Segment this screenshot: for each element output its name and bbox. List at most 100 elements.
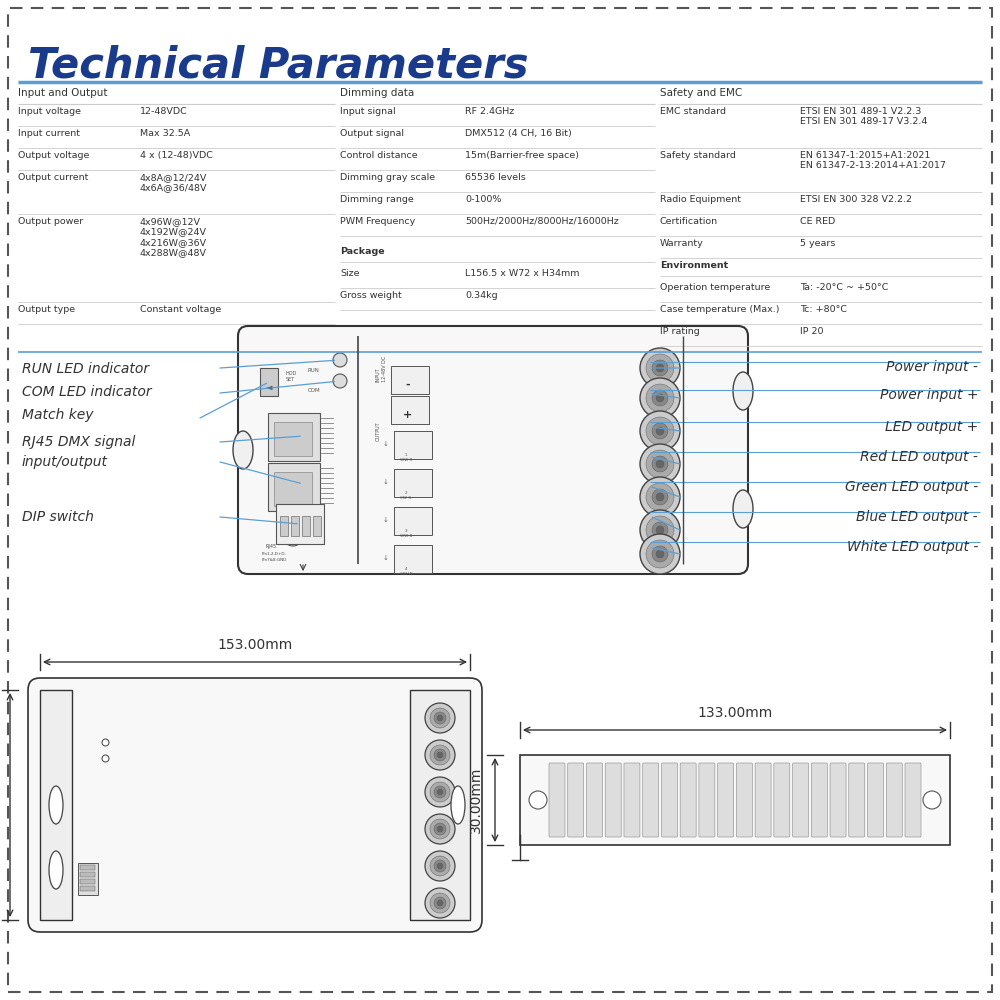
FancyBboxPatch shape [586,763,602,837]
Text: LED output +: LED output + [885,420,978,434]
Bar [260,368,278,396]
FancyBboxPatch shape [755,763,771,837]
Text: Size: Size [340,269,360,278]
Bar [40,690,72,920]
Text: 12-48VDC: 12-48VDC [140,107,188,116]
Text: Dimming data: Dimming data [340,88,414,98]
FancyBboxPatch shape [849,763,865,837]
Circle shape [652,456,668,472]
Text: Input current: Input current [18,129,80,138]
Text: 4 x (12-48)VDC: 4 x (12-48)VDC [140,151,213,160]
Circle shape [437,789,443,795]
Bar [520,755,950,845]
Circle shape [437,752,443,758]
Circle shape [430,708,450,728]
Bar [394,431,432,459]
Circle shape [640,510,680,550]
Ellipse shape [49,851,63,889]
Text: OUTPUT: OUTPUT [376,421,381,441]
Circle shape [434,860,446,872]
Bar [80,865,95,870]
Text: IP 20: IP 20 [800,327,824,336]
Text: L156.5 x W72 x H34mm: L156.5 x W72 x H34mm [465,269,580,278]
Text: RF 2.4GHz: RF 2.4GHz [465,107,514,116]
Bar [394,545,432,573]
FancyBboxPatch shape [774,763,790,837]
Circle shape [425,777,455,807]
Circle shape [646,384,674,412]
Text: Safety standard: Safety standard [660,151,736,160]
Circle shape [425,703,455,733]
Circle shape [434,786,446,798]
Text: Power input +: Power input + [880,388,978,402]
Text: Green LED output -: Green LED output - [845,480,978,494]
Text: 3
WW B: 3 WW B [400,529,412,538]
Text: DIP switch: DIP switch [22,510,94,524]
Text: Power input -: Power input - [886,360,978,374]
Text: 1
WW R: 1 WW R [400,453,412,462]
Circle shape [646,354,674,382]
Bar [394,507,432,535]
FancyBboxPatch shape [238,326,748,574]
Circle shape [656,394,664,402]
Bar [410,690,470,920]
Circle shape [640,348,680,388]
Bar [291,516,299,536]
Text: Dimming range: Dimming range [340,195,414,204]
Circle shape [333,374,347,388]
Circle shape [656,364,664,372]
FancyBboxPatch shape [811,763,827,837]
Text: EN 61347-1:2015+A1:2021
EN 61347-2-13:2014+A1:2017: EN 61347-1:2015+A1:2021 EN 61347-2-13:20… [800,151,946,170]
Text: RUN: RUN [308,368,320,373]
Circle shape [437,715,443,721]
Text: Constant voltage: Constant voltage [140,305,221,314]
FancyBboxPatch shape [661,763,677,837]
Bar [78,863,98,895]
Text: 4
CW W: 4 CW W [400,567,412,576]
FancyBboxPatch shape [905,763,921,837]
Circle shape [646,450,674,478]
Text: Radio Equipment: Radio Equipment [660,195,741,204]
FancyBboxPatch shape [28,678,482,932]
Circle shape [425,851,455,881]
Text: 15m(Barrier-free space): 15m(Barrier-free space) [465,151,579,160]
Circle shape [640,378,680,418]
Bar [80,886,95,891]
Bar [268,463,320,511]
Text: 65536 levels: 65536 levels [465,173,526,182]
Circle shape [652,360,668,376]
Circle shape [646,417,674,445]
Bar [313,516,321,536]
Circle shape [656,427,664,435]
Circle shape [646,540,674,568]
Bar [274,472,312,506]
FancyBboxPatch shape [718,763,734,837]
Text: Red LED output -: Red LED output - [860,450,978,464]
Text: CE RED: CE RED [800,217,835,226]
Text: Warranty: Warranty [660,239,704,248]
Circle shape [425,814,455,844]
Circle shape [430,856,450,876]
FancyBboxPatch shape [793,763,809,837]
Circle shape [430,893,450,913]
Text: Control distance: Control distance [340,151,418,160]
Text: RUN LED indicator: RUN LED indicator [22,362,149,376]
Circle shape [923,791,941,809]
Text: PWM Frequency: PWM Frequency [340,217,415,226]
FancyBboxPatch shape [624,763,640,837]
Text: IP rating: IP rating [660,327,700,336]
Bar [80,872,95,877]
Circle shape [283,526,303,546]
FancyBboxPatch shape [699,763,715,837]
Text: +: + [403,410,413,420]
Text: Max 32.5A: Max 32.5A [140,129,190,138]
Text: Environment: Environment [660,261,728,270]
Text: -: - [406,380,410,390]
Text: Input voltage: Input voltage [18,107,81,116]
Bar [391,366,429,394]
Ellipse shape [451,786,465,824]
Text: 0.34kg: 0.34kg [465,291,498,300]
Circle shape [646,516,674,544]
Ellipse shape [733,490,753,528]
Text: ETSI EN 301 489-1 V2.2.3
ETSI EN 301 489-17 V3.2.4: ETSI EN 301 489-1 V2.2.3 ETSI EN 301 489… [800,107,927,126]
